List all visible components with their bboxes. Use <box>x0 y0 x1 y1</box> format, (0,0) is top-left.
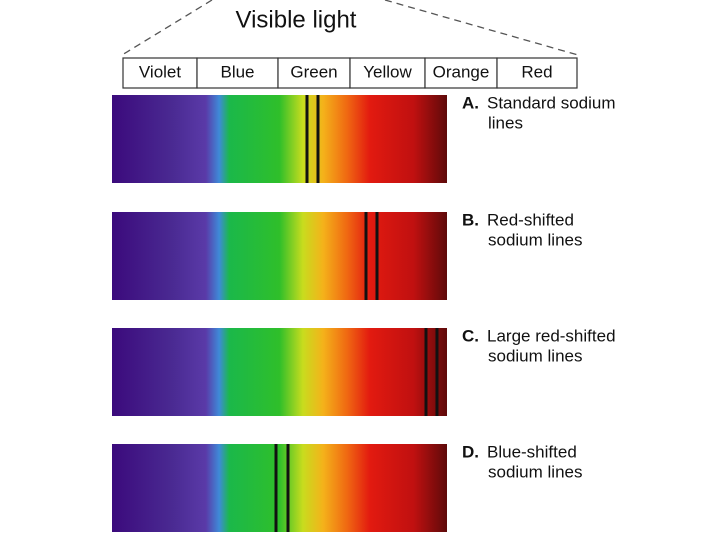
spectrum-letter: C. <box>462 326 479 345</box>
sodium-line <box>364 212 368 300</box>
spectrum-description: Large red-shifted <box>487 326 616 345</box>
band-label: Green <box>290 62 337 81</box>
band-label: Yellow <box>363 62 412 81</box>
dashed-guide <box>384 0 579 56</box>
sodium-line <box>274 444 278 532</box>
sodium-line <box>305 95 309 183</box>
spectrum-description: sodium lines <box>488 346 583 365</box>
band-label: Violet <box>139 62 181 81</box>
spectrum <box>112 328 447 416</box>
dashed-guide <box>121 0 213 56</box>
spectrum <box>112 444 447 532</box>
spectrum <box>112 95 447 183</box>
spectrum-description: lines <box>488 113 523 132</box>
spectrum-description: sodium lines <box>488 230 583 249</box>
band-label: Red <box>521 62 552 81</box>
spectrum-letter: A. <box>462 93 479 112</box>
band-label: Blue <box>220 62 254 81</box>
band-label: Orange <box>433 62 490 81</box>
title: Visible light <box>236 6 357 33</box>
spectrum-letter: D. <box>462 442 479 461</box>
sodium-line <box>316 95 320 183</box>
spectrum-description: Red-shifted <box>487 210 574 229</box>
spectrum-description: Blue-shifted <box>487 442 577 461</box>
sodium-line <box>286 444 290 532</box>
sodium-line <box>435 328 439 416</box>
band-cell <box>424 57 498 89</box>
sodium-line <box>375 212 379 300</box>
spectrum-description: Standard sodium <box>487 93 616 112</box>
band-cell <box>277 57 351 89</box>
band-cell <box>122 57 198 89</box>
spectrum <box>112 212 447 300</box>
spectrum-description: sodium lines <box>488 462 583 481</box>
band-cell <box>196 57 279 89</box>
band-cell <box>496 57 578 89</box>
spectrum-letter: B. <box>462 210 479 229</box>
sodium-line <box>424 328 428 416</box>
